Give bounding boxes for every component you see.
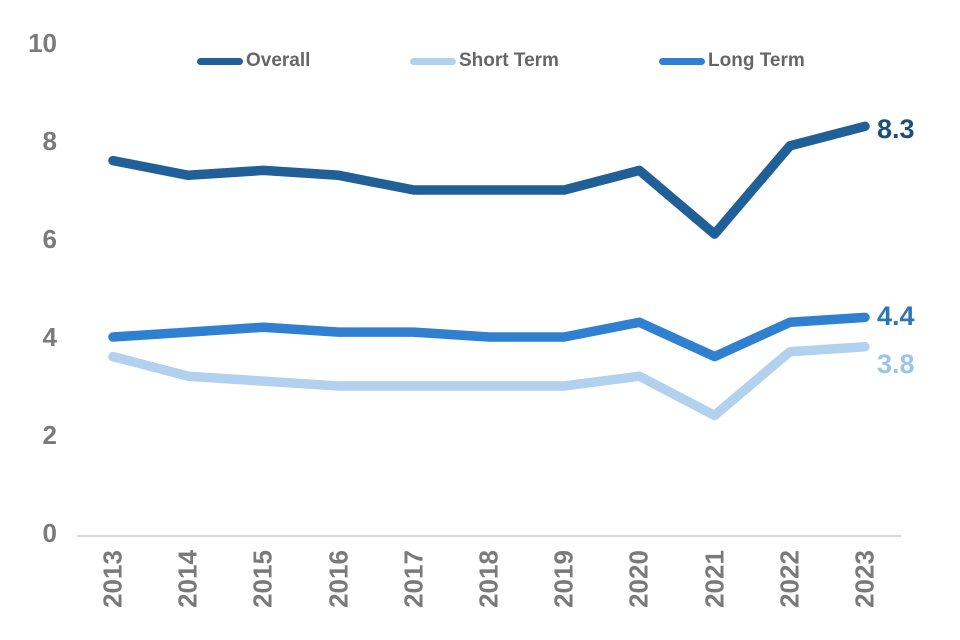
x-axis-tick-label: 2017 [398,550,429,608]
x-axis-tick-label: 2021 [699,550,730,608]
series-end-value-label: 4.4 [877,301,915,332]
legend-item-overall: Overall [197,46,310,76]
x-axis-tick-label: 2016 [323,550,354,608]
y-axis-tick-label: 8 [42,126,57,156]
series-line-short-term [108,342,870,421]
y-axis-tick-label: 0 [42,518,57,548]
x-axis-tick-label: 2022 [774,550,805,608]
legend-swatch-long-term [659,57,705,65]
legend-label: Long Term [708,50,805,71]
series-end-value-label: 3.8 [877,348,915,379]
series-end-value-label: 8.3 [877,114,915,145]
legend-swatch-short-term [410,57,456,65]
x-axis-tick-label: 2023 [849,550,880,608]
legend-label: Short Term [459,50,559,71]
x-axis-tick-label: 2014 [172,550,203,608]
y-axis-tick-label: 2 [42,420,57,450]
series-line-overall [108,121,870,239]
y-axis-tick-label: 10 [28,28,57,58]
legend-item-long-term: Long Term [659,46,805,76]
x-axis-tick-label: 2020 [623,550,654,608]
legend-swatch-overall [197,57,243,65]
x-axis-tick-label: 2018 [473,550,504,608]
y-axis-tick-label: 6 [42,224,57,254]
y-axis-tick-label: 4 [42,322,57,352]
x-axis-tick-label: 2015 [247,550,278,608]
x-axis-tick-label: 2013 [97,550,128,608]
series-line-long-term [108,312,870,362]
legend-item-short-term: Short Term [410,46,559,76]
x-axis-tick-label: 2019 [548,550,579,608]
legend-label: Overall [246,50,311,71]
